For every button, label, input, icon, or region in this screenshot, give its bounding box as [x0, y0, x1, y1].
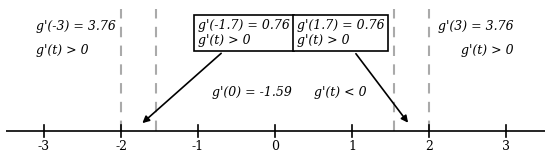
Text: g'(t) < 0: g'(t) < 0: [314, 86, 367, 99]
Text: g'(1.7) = 0.76
g'(t) > 0: g'(1.7) = 0.76 g'(t) > 0: [296, 19, 407, 121]
Text: g'(t) > 0: g'(t) > 0: [36, 44, 89, 57]
Text: g'(3) = 3.76: g'(3) = 3.76: [438, 20, 514, 33]
Text: g'(-1.7) = 0.76
g'(t) > 0: g'(-1.7) = 0.76 g'(t) > 0: [144, 19, 290, 122]
Text: g'(0) = -1.59: g'(0) = -1.59: [212, 86, 292, 99]
Text: g'(t) > 0: g'(t) > 0: [461, 44, 514, 57]
Text: 1: 1: [348, 140, 356, 150]
Text: -2: -2: [115, 140, 127, 150]
Text: 3: 3: [502, 140, 510, 150]
Text: g'(-3) = 3.76: g'(-3) = 3.76: [36, 20, 116, 33]
Text: -3: -3: [38, 140, 50, 150]
Text: -1: -1: [192, 140, 204, 150]
Text: 2: 2: [425, 140, 433, 150]
Text: 0: 0: [271, 140, 279, 150]
